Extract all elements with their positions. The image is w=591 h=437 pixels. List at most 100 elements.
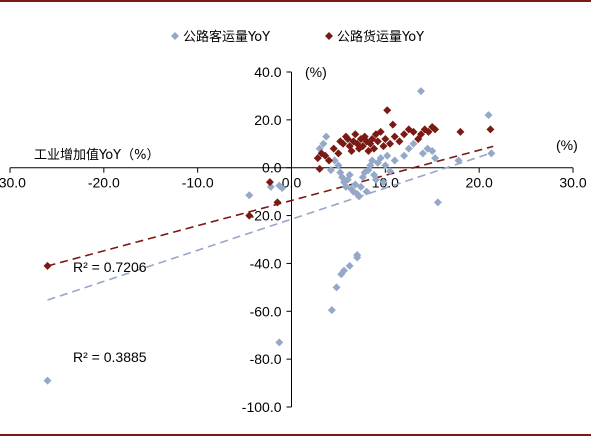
point-passenger xyxy=(418,149,427,158)
point-freight xyxy=(265,178,274,187)
point-passenger xyxy=(416,87,425,96)
point-passenger xyxy=(409,139,418,148)
point-freight xyxy=(364,146,373,155)
x-tick-label: -20.0 xyxy=(88,175,120,191)
point-passenger xyxy=(275,338,284,347)
point-freight xyxy=(273,198,282,207)
point-passenger xyxy=(484,111,493,120)
point-passenger xyxy=(278,184,287,193)
legend-marker-freight xyxy=(325,32,333,40)
point-passenger xyxy=(390,156,399,165)
trendline-passenger xyxy=(47,151,494,301)
x-axis-title: 工业增加值YoY（%） xyxy=(34,147,159,163)
point-freight xyxy=(431,125,440,134)
point-passenger xyxy=(355,192,364,201)
point-passenger xyxy=(351,180,360,189)
y-axis-unit: (%) xyxy=(305,64,327,80)
x-tick-label: 0.0 xyxy=(282,175,302,191)
point-freight xyxy=(351,130,360,139)
axes: -30.0-20.0-10.00.010.020.030.040.020.00.… xyxy=(0,64,587,415)
r2-label-passenger: R² = 0.3885 xyxy=(73,349,147,365)
point-passenger xyxy=(356,182,365,191)
point-freight xyxy=(339,139,348,148)
point-passenger xyxy=(330,156,339,165)
point-freight xyxy=(424,127,433,136)
point-freight xyxy=(370,144,379,153)
point-passenger xyxy=(386,167,395,176)
point-freight xyxy=(390,132,399,141)
point-freight xyxy=(245,211,254,220)
x-tick-label: 30.0 xyxy=(559,175,586,191)
point-freight xyxy=(368,135,377,143)
point-passenger xyxy=(404,144,413,153)
point-passenger xyxy=(245,191,254,200)
point-freight xyxy=(358,142,367,151)
point-passenger xyxy=(376,154,385,163)
point-passenger xyxy=(454,156,463,165)
point-freight xyxy=(376,127,385,136)
x-axis-unit: (%) xyxy=(556,137,578,153)
y-tick-label: -100.0 xyxy=(242,399,282,415)
point-passenger xyxy=(341,182,350,191)
trendlines xyxy=(47,145,494,301)
y-tick-label: -60.0 xyxy=(250,303,282,319)
point-freight xyxy=(343,135,352,143)
point-freight xyxy=(315,164,324,173)
point-passenger xyxy=(326,166,335,175)
point-freight xyxy=(416,130,425,139)
point-freight xyxy=(347,146,356,155)
point-passenger xyxy=(322,132,331,141)
point-freight xyxy=(383,106,392,115)
y-tick-label: 40.0 xyxy=(254,64,281,80)
point-freight xyxy=(321,151,330,160)
legend: 公路客运量YoY 公路货运量YoY xyxy=(171,29,424,45)
legend-marker-passenger xyxy=(171,32,179,40)
point-freight xyxy=(373,137,382,146)
point-freight xyxy=(313,154,322,163)
point-passenger xyxy=(371,175,380,184)
point-freight xyxy=(395,137,404,146)
point-passenger xyxy=(345,261,354,270)
y-tick-label: 0.0 xyxy=(262,160,282,176)
point-freight xyxy=(381,135,390,143)
point-passenger xyxy=(353,251,362,260)
point-passenger xyxy=(379,178,388,187)
point-passenger xyxy=(431,154,440,163)
point-freight xyxy=(456,127,465,136)
point-passenger xyxy=(400,151,409,160)
x-tick-label: -10.0 xyxy=(182,175,214,191)
point-passenger xyxy=(340,266,349,275)
data-points xyxy=(43,87,496,385)
point-passenger xyxy=(383,151,392,160)
point-passenger xyxy=(362,187,371,196)
x-tick-label: 20.0 xyxy=(466,175,493,191)
y-tick-label: -80.0 xyxy=(250,351,282,367)
point-freight xyxy=(386,139,395,148)
legend-label-passenger: 公路客运量YoY xyxy=(183,29,270,45)
point-freight xyxy=(388,120,397,129)
point-passenger xyxy=(319,139,328,148)
point-passenger xyxy=(433,198,442,207)
trendline-freight xyxy=(47,145,494,267)
point-freight xyxy=(400,130,409,139)
point-passenger xyxy=(334,161,343,170)
y-tick-label: 20.0 xyxy=(254,112,281,128)
point-freight xyxy=(486,125,495,134)
point-freight xyxy=(43,261,52,270)
y-tick-label: -20.0 xyxy=(250,208,282,224)
point-freight xyxy=(428,123,437,132)
point-passenger xyxy=(43,376,52,385)
point-passenger xyxy=(368,156,377,165)
point-passenger xyxy=(487,149,496,158)
point-freight xyxy=(325,156,334,165)
point-passenger xyxy=(345,170,354,179)
point-passenger xyxy=(327,306,336,315)
r2-label-freight: R² = 0.7206 xyxy=(73,259,147,275)
y-tick-label: -40.0 xyxy=(250,255,282,271)
point-freight xyxy=(379,142,388,151)
point-passenger xyxy=(332,283,341,292)
point-freight xyxy=(334,149,343,158)
point-freight xyxy=(329,144,338,153)
legend-label-freight: 公路货运量YoY xyxy=(337,29,424,45)
